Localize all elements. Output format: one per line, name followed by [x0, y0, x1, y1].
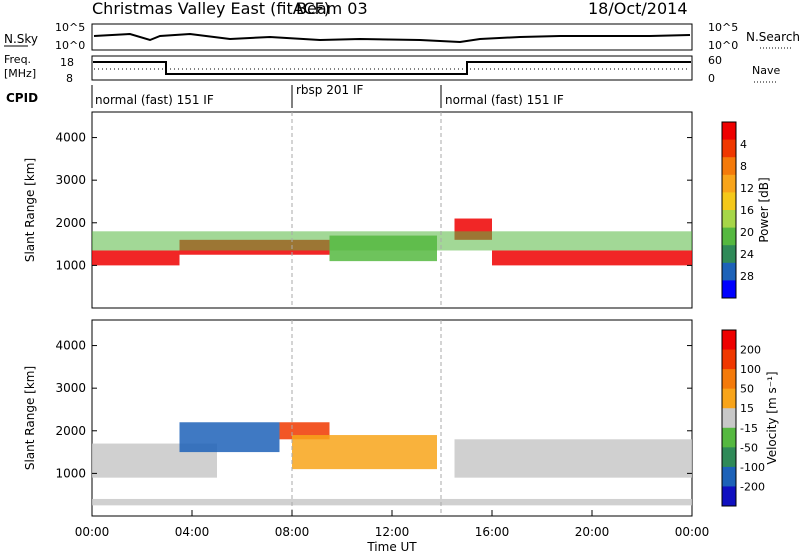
freq-line [93, 61, 691, 75]
xtick-label: 20:00 [575, 525, 610, 539]
colorbar-tick-label: -100 [740, 461, 765, 474]
colorbar-tick-label: 15 [740, 402, 754, 415]
echo-band-1 [92, 250, 180, 266]
colorbar-frame [721, 121, 737, 299]
colorbar-swatch [722, 466, 736, 487]
cpid-label: CPID [6, 91, 38, 105]
xtick-label: 16:00 [475, 525, 510, 539]
ytick-label: 1000 [55, 466, 86, 480]
power-colorbar: 4 8 12 16 20 24 28 [721, 121, 754, 299]
freq-label-1: Freq. [4, 53, 31, 66]
colorbar-swatch [722, 330, 736, 351]
colorbar-swatch [722, 122, 736, 141]
power-yticks: 1000 2000 3000 4000 [55, 131, 692, 272]
colorbar-tick-label: 24 [740, 248, 754, 261]
colorbar-frame [721, 329, 737, 507]
ytick-label: 4000 [55, 339, 86, 353]
colorbar-swatch [722, 427, 736, 448]
nsearch-tick-bottom: 10^0 [708, 39, 738, 52]
colorbar-tick-label: -15 [740, 422, 758, 435]
velocity-colorbar-label: Velocity [m s⁻¹] [765, 371, 779, 464]
nsky-line [93, 32, 691, 44]
freq-tick-bottom: 8 [66, 72, 73, 85]
colorbar-swatch [722, 139, 736, 158]
echo-band-6 [92, 231, 692, 251]
power-bands [92, 218, 692, 266]
xtick-label: 00:00 [75, 525, 110, 539]
colorbar-swatch [722, 245, 736, 264]
colorbar-swatch [722, 447, 736, 468]
power-colorbar-label: Power [dB] [757, 177, 771, 242]
colorbar-tick-label: 200 [740, 344, 761, 357]
colorbar-tick-label: -200 [740, 480, 765, 493]
colorbar-swatch [722, 227, 736, 246]
colorbar-swatch [722, 174, 736, 193]
echo-band-2 [179, 422, 280, 453]
date-text: 18/Oct/2014 [588, 0, 688, 18]
colorbar-swatch [722, 388, 736, 409]
nsky-tick-top: 10^5 [55, 21, 85, 34]
colorbar-swatch [722, 408, 736, 429]
colorbar-tick-label: 28 [740, 270, 754, 283]
ytick-label: 4000 [55, 131, 86, 145]
nsky-label: N.Sky [4, 32, 38, 46]
freq-panel: Freq. [MHz] 18 8 60 0 Nave [4, 53, 780, 85]
nsearch-tick-top: 10^5 [708, 21, 738, 34]
ytick-label: 1000 [55, 258, 86, 272]
velocity-yticks: 1000 2000 3000 4000 [55, 339, 692, 480]
colorbar-tick-label: 50 [740, 383, 754, 396]
power-panel: Slant Range [km] 1000 2000 3000 4000 4 8 12 16… [23, 111, 771, 309]
nave-label: Nave [752, 64, 780, 77]
echo-band-4 [292, 435, 437, 470]
colorbar-swatch [722, 349, 736, 370]
velocity-colorbar: 200 100 50 15 -15 -50 -100 -200 [721, 329, 765, 507]
ytick-label: 2000 [55, 216, 86, 230]
echo-band-6 [92, 498, 692, 506]
freq-tick-top: 18 [60, 56, 74, 69]
nsky-panel: N.Sky 10^5 10^0 10^5 10^0 N.Search [4, 21, 800, 52]
velocity-panel: Slant Range [km] 1000 2000 3000 4000 200 100… [23, 319, 779, 554]
colorbar-tick-label: 20 [740, 226, 754, 239]
colorbar-swatch [722, 369, 736, 390]
cpid-panel: CPID normal (fast) 151 IF rbsp 201 IF no… [6, 83, 564, 108]
colorbar-tick-label: 8 [740, 160, 747, 173]
colorbar-swatch [722, 210, 736, 229]
freq-label-2: [MHz] [4, 67, 36, 80]
colorbar-tick-label: 16 [740, 204, 754, 217]
colorbar-swatch [722, 262, 736, 281]
velocity-ylabel: Slant Range [km] [23, 366, 37, 470]
cpid-segment-1: normal (fast) 151 IF [95, 93, 214, 107]
colorbar-tick-label: -50 [740, 441, 758, 454]
ytick-label: 2000 [55, 424, 86, 438]
xtick-label: 00:00 [675, 525, 710, 539]
nave-tick-bottom: 0 [708, 72, 715, 85]
title-text: Christmas Valley East (fitACF) [92, 0, 330, 18]
xtick-label: 04:00 [175, 525, 210, 539]
echo-band-5 [492, 250, 692, 266]
colorbar-tick-label: 100 [740, 363, 761, 376]
beam-text: Beam 03 [296, 0, 368, 18]
echo-band-5 [454, 439, 692, 478]
power-ylabel: Slant Range [km] [23, 158, 37, 262]
ytick-label: 3000 [55, 381, 86, 395]
time-axis-label: Time UT [366, 540, 417, 554]
velocity-bands [92, 422, 692, 506]
nsearch-label: N.Search [746, 30, 800, 44]
colorbar-tick-label: 4 [740, 138, 747, 151]
colorbar-swatch [722, 280, 736, 299]
cpid-segment-3: normal (fast) 151 IF [445, 93, 564, 107]
ytick-label: 3000 [55, 173, 86, 187]
nave-tick-top: 60 [708, 54, 722, 67]
time-axis-ticks: 00:00 04:00 08:00 12:00 16:00 20:00 00:00 [75, 510, 710, 539]
colorbar-swatch [722, 192, 736, 211]
cpid-segment-2: rbsp 201 IF [296, 83, 363, 97]
xtick-label: 12:00 [375, 525, 410, 539]
colorbar-swatch [722, 157, 736, 176]
nsky-tick-bottom: 10^0 [55, 39, 85, 52]
xtick-label: 08:00 [275, 525, 310, 539]
colorbar-swatch [722, 486, 736, 507]
colorbar-tick-label: 12 [740, 182, 754, 195]
